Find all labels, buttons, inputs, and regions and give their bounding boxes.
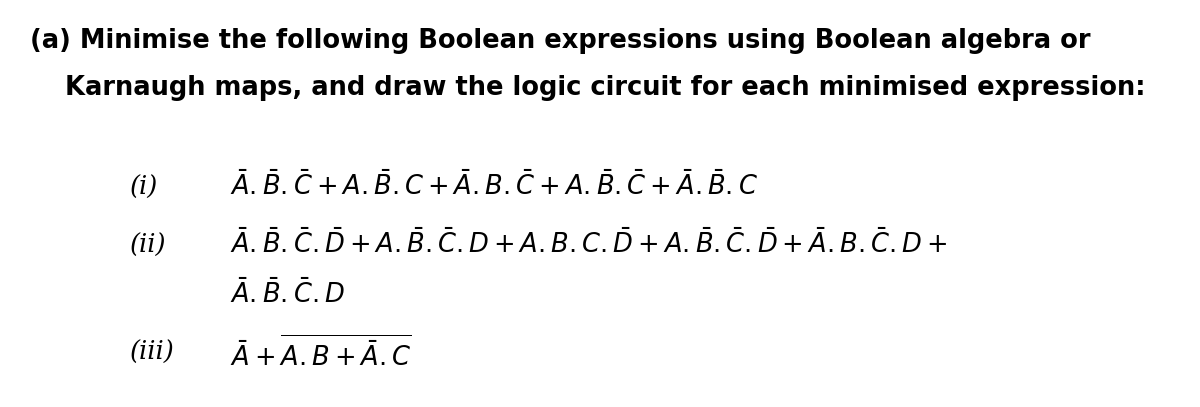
Text: (a) Minimise the following Boolean expressions using Boolean algebra or: (a) Minimise the following Boolean expre… xyxy=(30,28,1091,54)
Text: $\mathit{\bar{A}.\bar{B}.\bar{C}+A.\bar{B}.C+\bar{A}.B.\bar{C}+A.\bar{B}.\bar{C}: $\mathit{\bar{A}.\bar{B}.\bar{C}+A.\bar{… xyxy=(230,172,758,201)
Text: (iii): (iii) xyxy=(130,340,175,365)
Text: $\mathit{\bar{A}.\bar{B}.\bar{C}.D}$: $\mathit{\bar{A}.\bar{B}.\bar{C}.D}$ xyxy=(230,280,344,309)
Text: $\mathit{\bar{A}+\overline{A.B+\bar{A}.C}}$: $\mathit{\bar{A}+\overline{A.B+\bar{A}.C… xyxy=(230,337,412,373)
Text: $\mathit{\bar{A}.\bar{B}.\bar{C}.\bar{D}+A.\bar{B}.\bar{C}.D+A.B.C.\bar{D}+A.\ba: $\mathit{\bar{A}.\bar{B}.\bar{C}.\bar{D}… xyxy=(230,230,947,259)
Text: Karnaugh maps, and draw the logic circuit for each minimised expression:: Karnaugh maps, and draw the logic circui… xyxy=(65,75,1146,101)
Text: (i): (i) xyxy=(130,175,158,200)
Text: (ii): (ii) xyxy=(130,233,167,258)
